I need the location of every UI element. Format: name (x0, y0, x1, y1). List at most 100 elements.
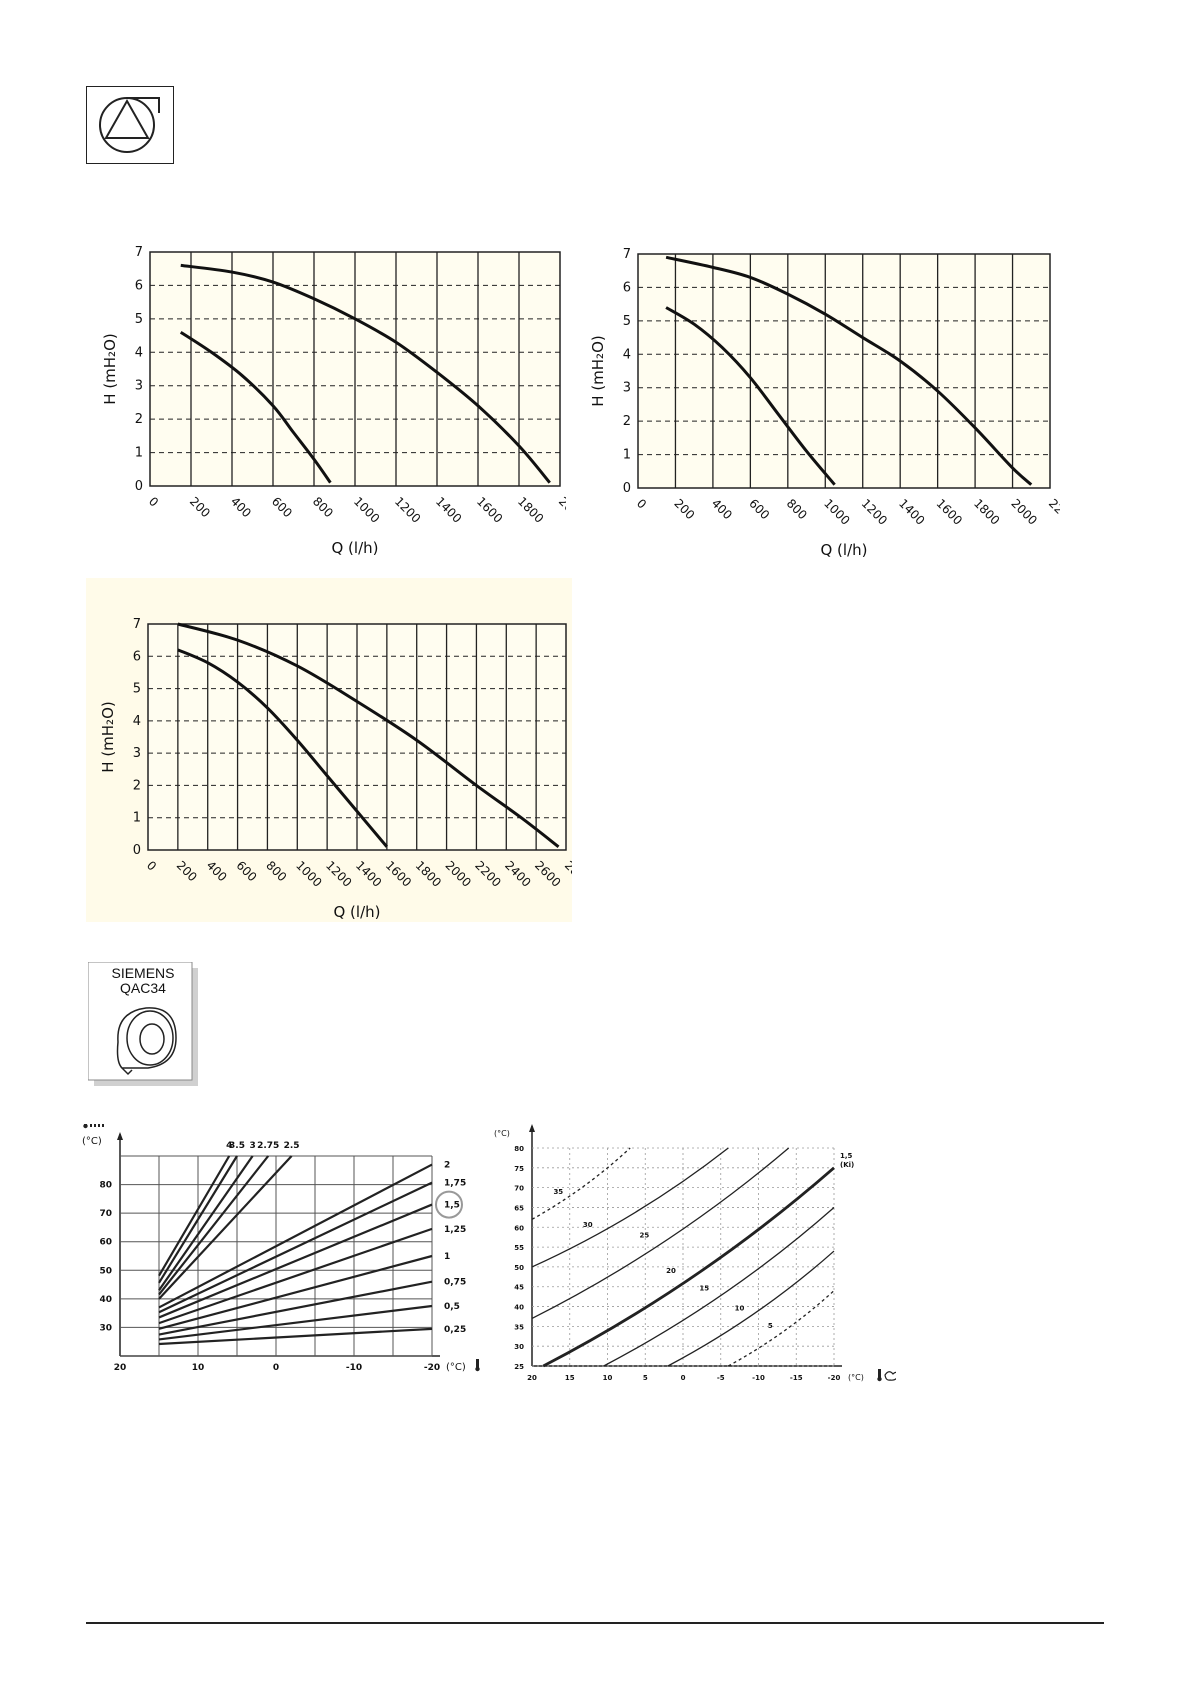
y-tick-label: 1 (133, 811, 141, 826)
heating-curve-line (158, 1155, 293, 1300)
y-tick-label: 25 (514, 1363, 524, 1371)
x-axis-label: (°C) (848, 1373, 864, 1382)
heating-curve-line (158, 1163, 433, 1309)
curve-label: 2 (444, 1161, 450, 1171)
heating-curve-line (603, 1206, 835, 1367)
x-tick-label: 600 (269, 494, 295, 520)
footer-rule (86, 1622, 1104, 1624)
y-tick-label: 4 (135, 345, 143, 360)
y-tick-label: 80 (99, 1181, 112, 1191)
x-tick-label: 600 (746, 496, 772, 522)
plot-area (637, 253, 1051, 489)
y-tick-label: 2 (133, 778, 141, 793)
y-tick-label: 50 (514, 1264, 524, 1272)
x-tick-label: 15 (565, 1374, 575, 1382)
siemens-qac34-sensor-icon (116, 1007, 177, 1076)
x-tick-label: -10 (346, 1363, 362, 1373)
heating-curve-line (531, 1147, 631, 1220)
x-axis-label: Q (l/h) (820, 541, 867, 559)
legend-note-unit: (Ki) (840, 1161, 854, 1169)
curve-label: 3.5 (229, 1141, 245, 1151)
y-tick-label: 60 (514, 1224, 524, 1232)
curve-label: 25 (640, 1232, 650, 1240)
y-tick-label: 70 (99, 1209, 112, 1219)
y-tick-label: 7 (133, 617, 141, 632)
x-tick-label: 0 (273, 1363, 279, 1373)
curve-label: 0,25 (444, 1325, 466, 1335)
curve-label: 35 (553, 1188, 563, 1196)
heating-curve-line (158, 1155, 270, 1296)
pump-curve (177, 622, 560, 848)
y-tick-label: 7 (623, 247, 631, 262)
y-tick-label: 5 (623, 314, 631, 329)
x-tick-label: 1200 (859, 496, 890, 527)
legend-note-value: 1,5 (840, 1152, 853, 1160)
y-tick-label: 1 (623, 448, 631, 463)
curve-label: 1 (444, 1252, 450, 1262)
x-tick-label: 200 (187, 494, 213, 520)
x-tick-label: -20 (828, 1374, 841, 1382)
x-tick-label: -10 (752, 1374, 765, 1382)
heating-curve-line (158, 1280, 433, 1336)
x-tick-label: 1600 (934, 496, 965, 527)
x-tick-label: 2000 (1008, 496, 1039, 527)
curve-label: 15 (699, 1285, 709, 1293)
y-axis-arrow-icon (529, 1124, 535, 1132)
x-tick-label: 1600 (474, 494, 505, 525)
heating-curve-line (158, 1203, 433, 1319)
curve-label: 20 (666, 1267, 676, 1275)
heating-curve-line (158, 1155, 231, 1277)
heating-curve-line (158, 1304, 433, 1341)
y-axis-label: H (mH₂O) (589, 335, 607, 406)
heating-curve-line (158, 1181, 433, 1314)
curve-label: 10 (735, 1304, 745, 1312)
heating-curve-line (531, 1147, 790, 1320)
x-tick-label: 1000 (351, 494, 382, 525)
x-tick-label: 1800 (515, 494, 546, 525)
heating-curve-line (542, 1166, 835, 1368)
heating-curve-line (158, 1254, 433, 1330)
y-tick-label: 65 (514, 1204, 524, 1212)
x-tick-label: 200 (671, 496, 697, 522)
y-tick-label: 40 (514, 1304, 524, 1312)
x-tick-label: 10 (192, 1363, 205, 1373)
x-tick-label: 0 (146, 494, 161, 509)
pump-curve-chart-3: 0 200 400 600 800 100012001400160018002000220… (86, 578, 572, 922)
curve-label: 3 (249, 1141, 255, 1151)
y-axis-label: H (mH₂O) (101, 333, 119, 404)
curve-label: 1,75 (444, 1179, 466, 1189)
x-tick-label: 0 (681, 1374, 686, 1382)
y-tick-label: 30 (99, 1323, 112, 1333)
pump-curve (177, 648, 389, 848)
x-axis-label: Q (l/h) (331, 539, 378, 557)
x-tick-label: 2200 (1046, 496, 1060, 527)
y-tick-label: 6 (135, 278, 143, 293)
y-tick-label: 2 (623, 414, 631, 429)
curve-label: 1,5 (444, 1201, 460, 1211)
curve-label: 2.75 (257, 1141, 279, 1151)
y-tick-label: 7 (135, 245, 143, 260)
heating-curve-line (158, 1155, 238, 1284)
heating-curve-line (158, 1327, 433, 1346)
y-tick-label: 4 (133, 714, 141, 729)
y-tick-label: 1 (135, 446, 143, 461)
pump-curve-chart-2: 0 200 400 600 800 1000 1200 1400 1600 1800 2000 220… (589, 247, 1060, 559)
x-tick-label: 20 (114, 1363, 127, 1373)
x-tick-label: 10 (603, 1374, 613, 1382)
x-tick-label: 1400 (433, 494, 464, 525)
heating-curve-line (158, 1155, 254, 1291)
room-setpoint-curve-chart: 20 15 10 5 0 -5 -10 -15 -20253035404550556065707… (494, 1124, 896, 1382)
y-axis-label: H (mH₂O) (99, 701, 117, 772)
heating-curve-line (667, 1250, 835, 1367)
x-axis-label: (°C) (446, 1362, 466, 1373)
y-tick-label: 55 (514, 1244, 524, 1252)
pump-curve (179, 330, 332, 484)
y-tick-label: 4 (623, 347, 631, 362)
curve-label: 0,75 (444, 1278, 466, 1288)
x-tick-label: 2000 (556, 494, 566, 525)
y-tick-label: 0 (135, 479, 143, 494)
y-tick-label: 75 (514, 1165, 524, 1173)
y-axis-label: (°C) (494, 1129, 510, 1138)
pump-curve (665, 306, 836, 486)
x-tick-label: 20 (527, 1374, 537, 1382)
